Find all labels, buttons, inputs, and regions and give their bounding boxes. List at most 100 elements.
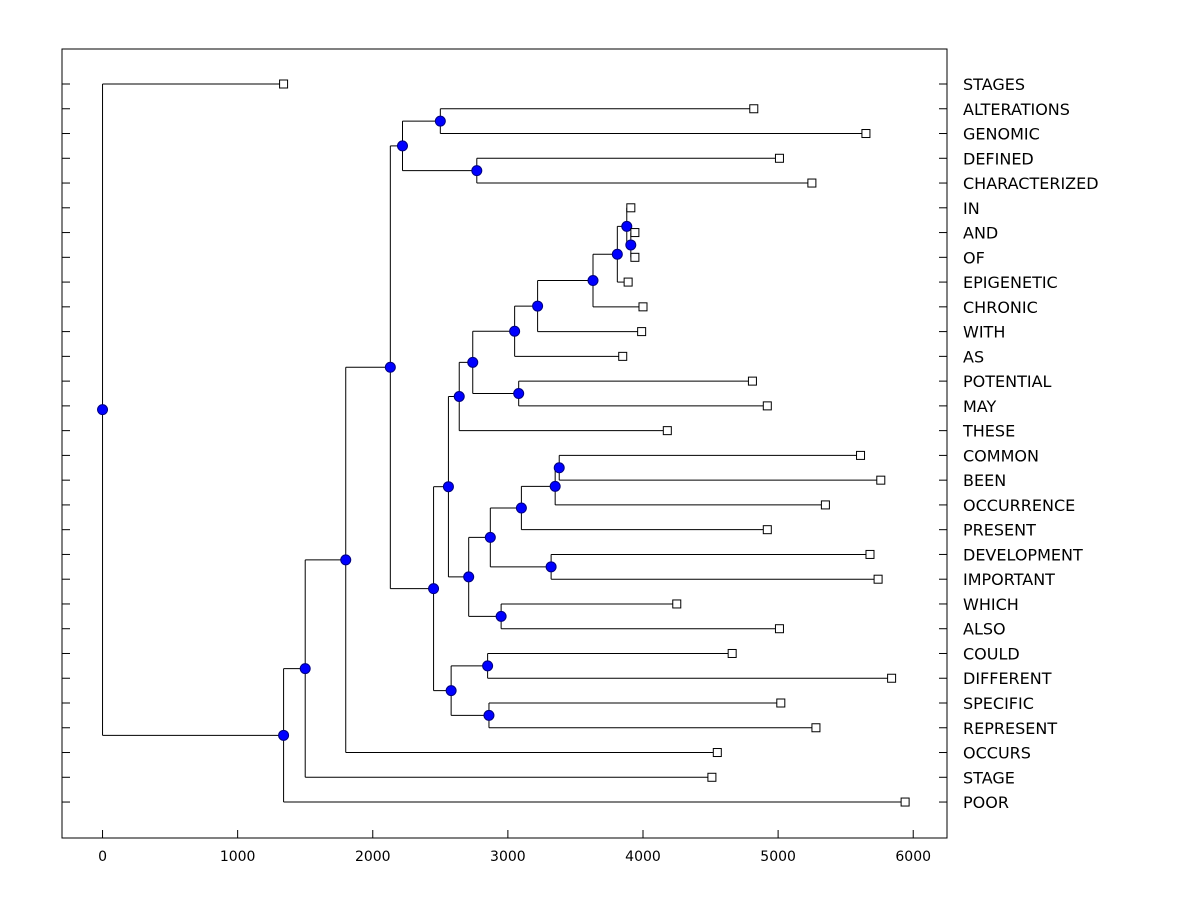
merge-node <box>553 462 565 474</box>
merge-node <box>442 481 454 493</box>
leaf-marker <box>707 772 717 782</box>
leaf-label: COMMON <box>963 446 1039 465</box>
leaf-label: CHARACTERIZED <box>963 174 1099 193</box>
leaf-marker <box>279 79 289 89</box>
merge-node <box>532 300 544 312</box>
leaf-label: DEFINED <box>963 149 1034 168</box>
merge-node <box>396 140 408 152</box>
leaf-marker <box>776 698 786 708</box>
leaf-marker <box>856 450 866 460</box>
y-ticks <box>62 83 947 803</box>
merge-node <box>625 239 637 251</box>
leaf-markers <box>279 79 910 807</box>
merge-node <box>463 571 475 583</box>
leaf-label: GENOMIC <box>963 125 1040 144</box>
x-tick-label: 1000 <box>220 849 256 865</box>
leaf-labels: STAGES ALTERATIONS GENOMIC DEFINED CHARACTER… <box>962 75 1099 812</box>
leaf-label: IMPORTANT <box>963 570 1055 589</box>
leaf-marker <box>618 351 628 361</box>
leaf-marker <box>820 500 830 510</box>
leaf-label: DIFFERENT <box>963 669 1052 688</box>
leaf-label: REPRESENT <box>963 719 1057 738</box>
x-tick-label: 5000 <box>760 849 796 865</box>
leaf-marker <box>807 178 817 188</box>
merge-node <box>545 561 557 573</box>
leaf-label: POOR <box>963 793 1009 812</box>
leaf-marker <box>861 129 871 139</box>
merge-node <box>482 660 494 672</box>
leaf-marker <box>626 203 636 213</box>
merge-node <box>495 610 507 622</box>
x-tick-label: 2000 <box>355 849 391 865</box>
leaf-marker <box>623 277 633 287</box>
leaf-label: STAGE <box>963 768 1015 787</box>
leaf-marker <box>637 327 647 337</box>
leaf-marker <box>774 624 784 634</box>
leaf-label: MAY <box>963 397 997 416</box>
leaf-marker <box>774 153 784 163</box>
leaf-label: OF <box>963 248 985 267</box>
leaf-label: DEVELOPMENT <box>963 545 1083 564</box>
x-tick-label: 0 <box>98 849 107 865</box>
leaf-label: STAGES <box>963 75 1025 94</box>
merge-node <box>278 729 290 741</box>
x-axis: 0 1000 2000 3000 4000 5000 6000 <box>98 830 931 865</box>
merge-node <box>513 388 525 399</box>
merge-node <box>453 390 465 402</box>
merge-node <box>467 356 479 368</box>
leaf-marker <box>762 401 772 411</box>
merge-node <box>611 248 623 260</box>
leaf-marker <box>876 475 886 485</box>
leaf-marker <box>727 648 737 658</box>
merge-node <box>484 531 496 543</box>
leaf-label: THESE <box>962 422 1015 441</box>
leaf-marker <box>672 599 682 609</box>
x-tick-label: 3000 <box>490 849 526 865</box>
merge-node <box>445 685 457 697</box>
merge-node <box>428 583 440 595</box>
x-tick-label: 4000 <box>625 849 661 865</box>
leaf-label: COULD <box>963 644 1020 663</box>
leaf-label: AS <box>963 347 984 366</box>
leaf-label: OCCURS <box>963 744 1031 763</box>
merge-node <box>515 502 527 514</box>
x-tick-label: 6000 <box>895 849 931 865</box>
leaf-marker <box>762 525 772 535</box>
leaf-marker <box>873 574 883 584</box>
merge-node <box>384 361 396 373</box>
plot-frame <box>61 48 948 839</box>
leaf-label: AND <box>963 224 998 243</box>
leaf-label: OCCURRENCE <box>963 496 1075 515</box>
leaf-label: BEEN <box>963 471 1006 490</box>
leaf-marker <box>749 104 759 114</box>
merge-node <box>483 709 495 721</box>
leaf-marker <box>887 673 897 683</box>
merge-nodes <box>97 115 637 741</box>
leaf-marker <box>900 797 910 807</box>
leaf-label: WHICH <box>963 595 1019 614</box>
leaf-marker <box>662 426 672 436</box>
leaf-marker <box>630 228 640 238</box>
leaf-label: WITH <box>963 323 1005 342</box>
leaf-label: SPECIFIC <box>963 694 1034 713</box>
leaf-marker <box>712 748 722 758</box>
merge-node <box>509 325 521 337</box>
leaf-label: POTENTIAL <box>963 372 1052 391</box>
leaf-label: EPIGENETIC <box>963 273 1058 292</box>
leaf-label: CHRONIC <box>963 298 1038 317</box>
merge-node <box>587 275 599 287</box>
leaf-label: ALTERATIONS <box>963 100 1070 119</box>
leaf-marker <box>630 252 640 262</box>
leaf-marker <box>638 302 648 312</box>
merge-node <box>549 480 561 492</box>
merge-node <box>434 115 446 127</box>
merge-node <box>621 220 633 232</box>
leaf-label: IN <box>963 199 980 218</box>
merge-node <box>340 554 352 566</box>
leaf-label: ALSO <box>963 620 1006 639</box>
leaf-marker <box>747 376 757 386</box>
merge-node <box>471 165 483 177</box>
leaf-label: PRESENT <box>963 521 1036 540</box>
leaf-marker <box>865 549 875 559</box>
